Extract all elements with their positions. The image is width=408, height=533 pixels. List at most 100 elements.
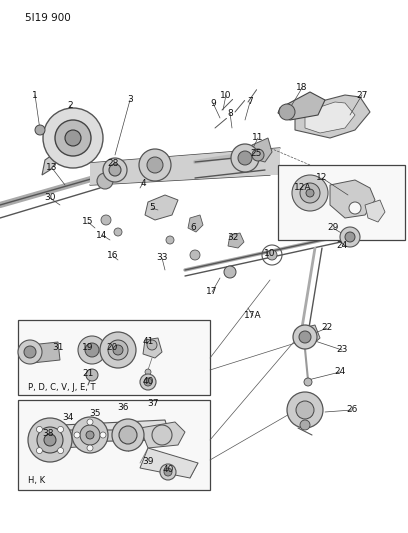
Circle shape [74, 432, 80, 438]
Text: 11: 11 [252, 133, 264, 142]
Circle shape [231, 144, 259, 172]
Circle shape [100, 332, 136, 368]
Polygon shape [90, 148, 280, 185]
Circle shape [300, 183, 320, 203]
Text: 14: 14 [96, 230, 108, 239]
Circle shape [18, 340, 42, 364]
Circle shape [152, 425, 172, 445]
Circle shape [43, 108, 103, 168]
Polygon shape [62, 420, 168, 435]
Circle shape [296, 401, 314, 419]
Circle shape [28, 418, 72, 462]
Text: 35: 35 [89, 408, 101, 417]
Text: 32: 32 [227, 233, 239, 243]
Polygon shape [188, 215, 203, 232]
Text: 33: 33 [156, 254, 168, 262]
Text: 17: 17 [206, 287, 218, 296]
Circle shape [80, 425, 100, 445]
Text: 22: 22 [322, 324, 333, 333]
Text: 8: 8 [227, 109, 233, 117]
Text: 23: 23 [336, 345, 348, 354]
Circle shape [287, 392, 323, 428]
Polygon shape [140, 422, 185, 448]
Text: 3: 3 [127, 95, 133, 104]
Circle shape [140, 374, 156, 390]
Circle shape [293, 325, 317, 349]
Polygon shape [278, 92, 325, 120]
Polygon shape [42, 153, 60, 175]
Text: 18: 18 [296, 84, 308, 93]
Circle shape [238, 151, 252, 165]
Circle shape [306, 189, 314, 197]
Polygon shape [140, 448, 198, 478]
Circle shape [97, 173, 113, 189]
Text: 10: 10 [264, 248, 276, 257]
Circle shape [35, 125, 45, 135]
Circle shape [36, 448, 42, 454]
Polygon shape [143, 338, 162, 358]
Circle shape [87, 445, 93, 451]
Circle shape [279, 104, 295, 120]
Text: 10: 10 [220, 91, 232, 100]
Text: 4: 4 [140, 179, 146, 188]
Circle shape [139, 149, 171, 181]
Text: 16: 16 [107, 252, 119, 261]
Circle shape [349, 202, 361, 214]
Text: 20: 20 [106, 343, 118, 351]
Circle shape [190, 250, 200, 260]
Circle shape [44, 434, 56, 446]
Circle shape [86, 431, 94, 439]
Circle shape [78, 336, 106, 364]
Circle shape [119, 426, 137, 444]
Polygon shape [295, 95, 370, 138]
Circle shape [103, 158, 127, 182]
Text: 13: 13 [46, 164, 58, 173]
Circle shape [87, 419, 93, 425]
Text: H, K: H, K [28, 475, 45, 484]
Circle shape [147, 340, 157, 350]
Text: 29: 29 [327, 223, 339, 232]
Text: 31: 31 [52, 343, 64, 351]
Circle shape [86, 369, 98, 381]
Circle shape [101, 215, 111, 225]
Circle shape [58, 448, 64, 454]
Polygon shape [228, 233, 244, 248]
Text: 6: 6 [190, 223, 196, 232]
Circle shape [109, 164, 121, 176]
Text: 37: 37 [147, 399, 159, 408]
Text: 17A: 17A [244, 311, 262, 320]
Circle shape [292, 175, 328, 211]
Text: 28: 28 [107, 158, 119, 167]
Text: 12: 12 [316, 174, 328, 182]
Circle shape [340, 227, 360, 247]
Circle shape [36, 426, 42, 432]
Circle shape [112, 419, 144, 451]
Circle shape [345, 232, 355, 242]
Circle shape [267, 250, 277, 260]
Polygon shape [62, 430, 168, 442]
Circle shape [72, 417, 108, 453]
Circle shape [252, 149, 264, 161]
Circle shape [300, 420, 310, 430]
Circle shape [114, 228, 122, 236]
Text: P, D, C, V, J, E, T: P, D, C, V, J, E, T [28, 383, 95, 392]
Text: 34: 34 [62, 414, 74, 423]
Text: 21: 21 [82, 368, 94, 377]
Text: 40: 40 [142, 377, 154, 386]
Polygon shape [62, 432, 100, 448]
Text: 15: 15 [82, 217, 94, 227]
Bar [18, 400, 210, 490]
Circle shape [24, 346, 36, 358]
Circle shape [144, 378, 152, 386]
Polygon shape [290, 395, 320, 425]
Text: 24: 24 [335, 367, 346, 376]
Text: 25: 25 [251, 149, 262, 157]
Polygon shape [145, 195, 178, 220]
Circle shape [37, 427, 63, 453]
Circle shape [160, 464, 176, 480]
Text: 24: 24 [336, 241, 348, 251]
Circle shape [108, 340, 128, 360]
Circle shape [58, 426, 64, 432]
Text: 38: 38 [42, 429, 54, 438]
Polygon shape [295, 325, 320, 345]
